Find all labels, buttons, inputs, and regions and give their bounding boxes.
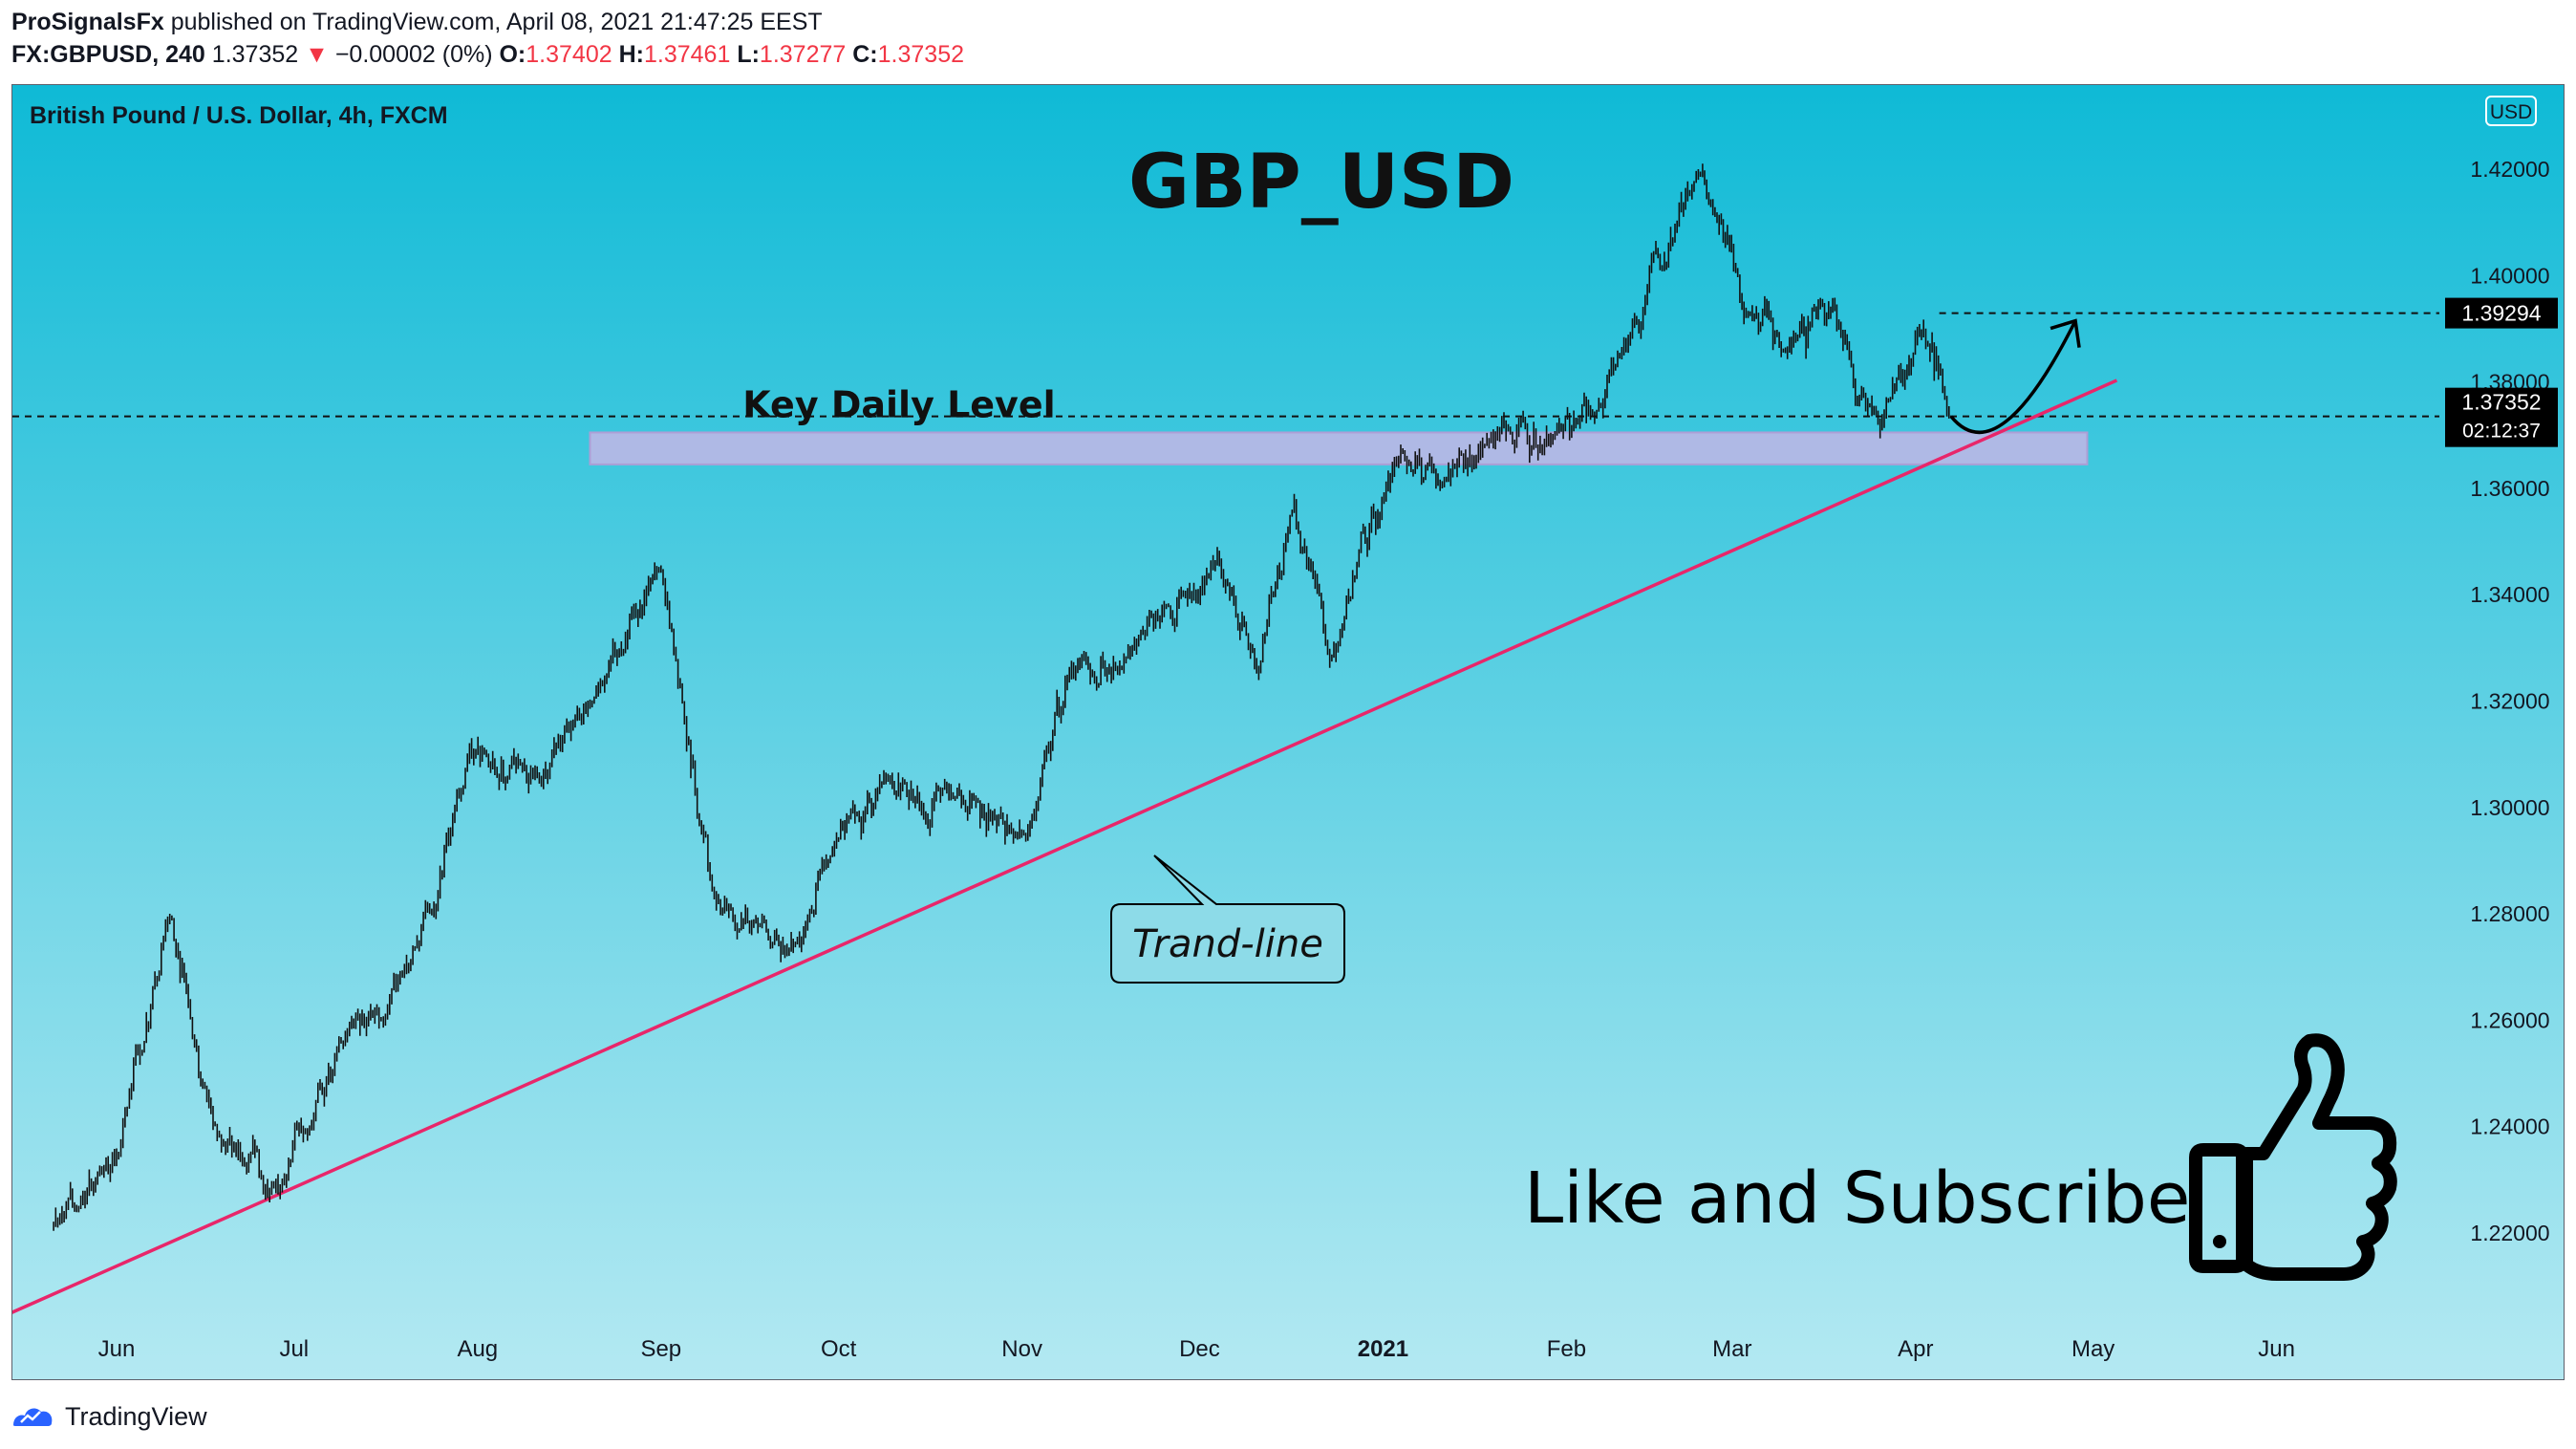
publish-info: ProSignalsFx published on TradingView.co… bbox=[11, 8, 823, 36]
y-tick-label: 1.24000 bbox=[2470, 1114, 2549, 1139]
current-price-label: 1.37352 bbox=[2461, 390, 2541, 415]
currency-badge[interactable] bbox=[2485, 96, 2537, 126]
x-tick-label: Sep bbox=[640, 1336, 681, 1362]
currency-badge-label: USD bbox=[2490, 101, 2532, 123]
target-price-tag bbox=[2445, 297, 2558, 329]
close-value: 1.37352 bbox=[877, 41, 965, 68]
last-price: 1.37352 bbox=[211, 41, 299, 68]
footer: TradingView bbox=[11, 1397, 207, 1436]
y-tick-label: 1.42000 bbox=[2470, 157, 2549, 182]
author-name[interactable]: ProSignalsFx bbox=[11, 9, 164, 35]
price-chart[interactable]: Key Daily Level GBP_USD British Pound / U… bbox=[12, 85, 2565, 1380]
x-tick-label: Nov bbox=[1001, 1336, 1042, 1362]
ohlc-bar: FX:GBPUSD, 240 1.37352 ▼ −0.00002 (0%) O… bbox=[11, 40, 964, 69]
x-tick-label: Jun bbox=[98, 1336, 136, 1362]
x-tick-label: Dec bbox=[1179, 1336, 1220, 1362]
thumbs-up-icon[interactable] bbox=[2189, 1033, 2397, 1281]
x-tick-label: Feb bbox=[1547, 1336, 1586, 1362]
low-value: 1.37277 bbox=[759, 41, 847, 68]
chart-background bbox=[12, 85, 2564, 1379]
y-tick-label: 1.26000 bbox=[2470, 1007, 2549, 1032]
x-tick-label: 2021 bbox=[1358, 1336, 1408, 1362]
key-level-label: Key Daily Level bbox=[742, 383, 1055, 425]
projection-arrowhead bbox=[2050, 318, 2081, 348]
y-tick-label: 1.32000 bbox=[2470, 689, 2549, 714]
x-tick-label: Jul bbox=[279, 1336, 309, 1362]
open-label: O: bbox=[499, 41, 526, 68]
trendline-label: Trand-line bbox=[1132, 922, 1323, 966]
close-label: C: bbox=[852, 41, 878, 68]
x-tick-label: Oct bbox=[821, 1336, 857, 1362]
symbol-label: FX:GBPUSD, 240 bbox=[11, 41, 205, 68]
x-tick-label: Mar bbox=[1712, 1336, 1751, 1362]
y-tick-label: 1.30000 bbox=[2470, 795, 2549, 820]
trendline[interactable] bbox=[12, 378, 2118, 1314]
like-subscribe-text: Like and Subscribe bbox=[1524, 1157, 2190, 1240]
instrument-label: British Pound / U.S. Dollar, 4h, FXCM bbox=[30, 102, 448, 129]
x-tick-label: Jun bbox=[2258, 1336, 2295, 1362]
y-tick-label: 1.34000 bbox=[2470, 582, 2549, 607]
low-label: L: bbox=[737, 41, 760, 68]
y-tick-label: 1.22000 bbox=[2470, 1221, 2549, 1245]
arrow-down-icon: ▼ bbox=[305, 41, 329, 68]
key-level-zone[interactable] bbox=[589, 431, 2089, 465]
bar-countdown-label: 02:12:37 bbox=[2462, 421, 2541, 443]
tradingview-logo-icon[interactable] bbox=[11, 1404, 55, 1429]
chart-frame[interactable]: Key Daily Level GBP_USD British Pound / U… bbox=[11, 84, 2565, 1380]
x-tick-label: Aug bbox=[457, 1336, 498, 1362]
x-tick-label: May bbox=[2072, 1336, 2114, 1362]
x-tick-label: Apr bbox=[1898, 1336, 1933, 1362]
high-label: H: bbox=[618, 41, 644, 68]
thumbs-up-icon-dot bbox=[2213, 1235, 2226, 1248]
target-price-label: 1.39294 bbox=[2461, 301, 2541, 326]
price-candles bbox=[53, 163, 1950, 1231]
open-value: 1.37402 bbox=[526, 41, 612, 68]
high-value: 1.37461 bbox=[643, 41, 731, 68]
price-change: −0.00002 (0%) bbox=[334, 41, 493, 68]
trendline-callout[interactable] bbox=[1110, 854, 1345, 984]
projection-arrow[interactable] bbox=[1949, 319, 2077, 434]
chart-title: GBP_USD bbox=[1128, 140, 1514, 226]
y-tick-label: 1.36000 bbox=[2470, 476, 2549, 501]
tradingview-brand[interactable]: TradingView bbox=[65, 1401, 207, 1431]
y-tick-label: 1.40000 bbox=[2470, 263, 2549, 288]
publish-text: published on TradingView.com, April 08, … bbox=[170, 9, 823, 35]
y-tick-label: 1.28000 bbox=[2470, 901, 2549, 926]
current-price-tag bbox=[2445, 387, 2558, 447]
